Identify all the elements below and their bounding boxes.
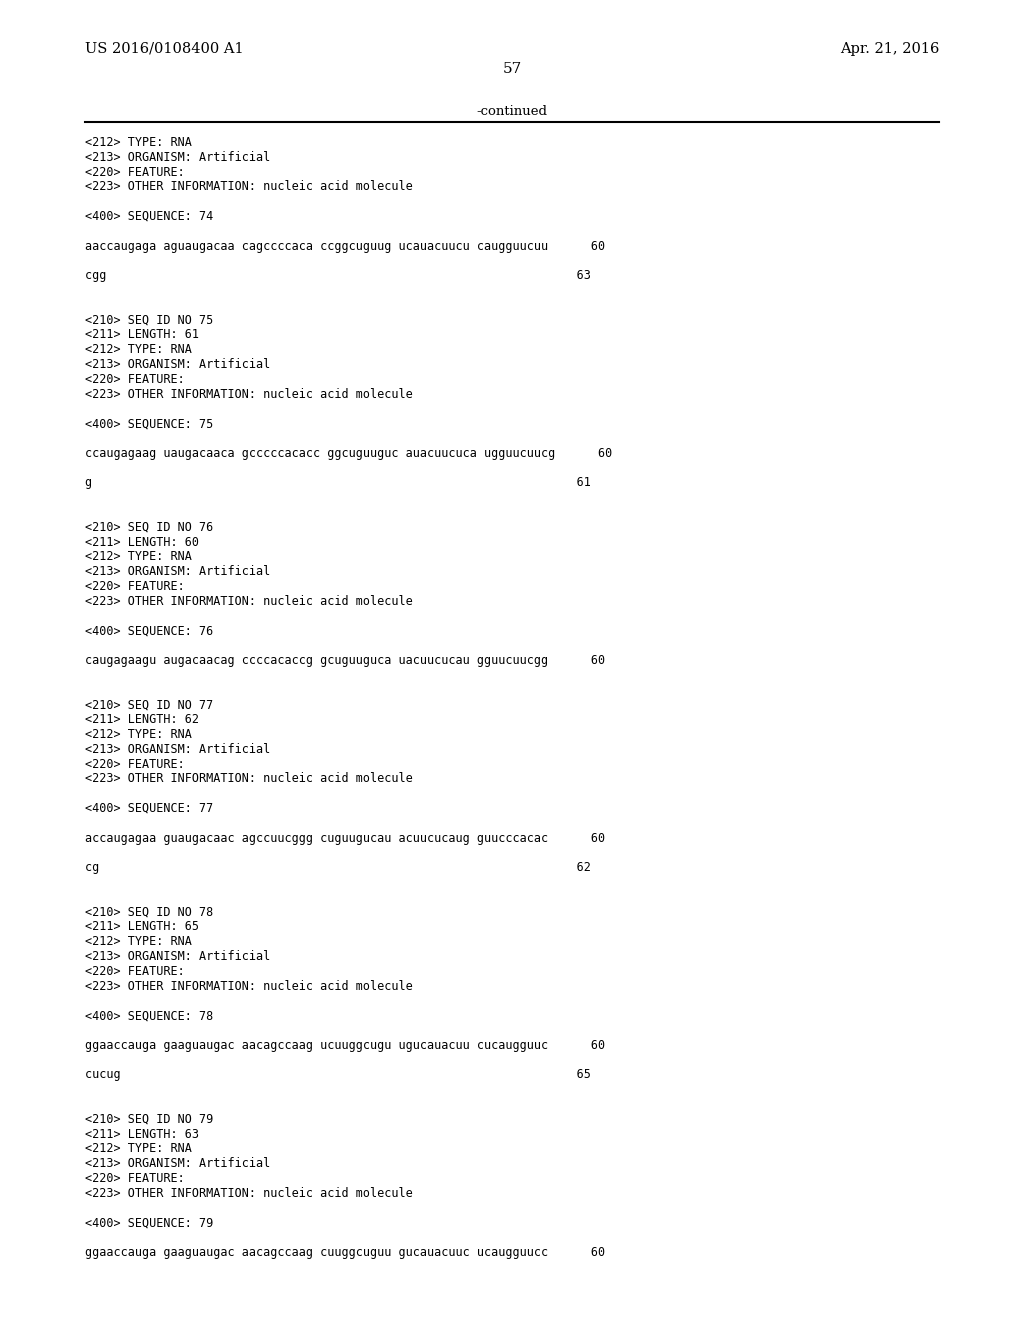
Text: accaugagaa guaugacaac agccuucggg cuguugucau acuucucaug guucccacac      60: accaugagaa guaugacaac agccuucggg cuguugu… (85, 832, 605, 845)
Text: 57: 57 (503, 62, 521, 77)
Text: g                                                                    61: g 61 (85, 477, 591, 490)
Text: cgg                                                                  63: cgg 63 (85, 269, 591, 282)
Text: <223> OTHER INFORMATION: nucleic acid molecule: <223> OTHER INFORMATION: nucleic acid mo… (85, 388, 413, 400)
Text: <400> SEQUENCE: 77: <400> SEQUENCE: 77 (85, 803, 213, 814)
Text: ccaugagaag uaugacaaca gcccccacacc ggcuguuguc auacuucuca ugguucuucg      60: ccaugagaag uaugacaaca gcccccacacc ggcugu… (85, 446, 612, 459)
Text: caugagaagu augacaacag ccccacaccg gcuguuguca uacuucucau gguucuucgg      60: caugagaagu augacaacag ccccacaccg gcuguug… (85, 653, 605, 667)
Text: <212> TYPE: RNA: <212> TYPE: RNA (85, 1142, 191, 1155)
Text: <210> SEQ ID NO 75: <210> SEQ ID NO 75 (85, 314, 213, 326)
Text: US 2016/0108400 A1: US 2016/0108400 A1 (85, 42, 244, 55)
Text: aaccaugaga aguaugacaa cagccccaca ccggcuguug ucauacuucu caugguucuu      60: aaccaugaga aguaugacaa cagccccaca ccggcug… (85, 240, 605, 252)
Text: <212> TYPE: RNA: <212> TYPE: RNA (85, 550, 191, 564)
Text: <220> FEATURE:: <220> FEATURE: (85, 165, 184, 178)
Text: <400> SEQUENCE: 78: <400> SEQUENCE: 78 (85, 1010, 213, 1022)
Text: <212> TYPE: RNA: <212> TYPE: RNA (85, 343, 191, 356)
Text: <213> ORGANISM: Artificial: <213> ORGANISM: Artificial (85, 358, 270, 371)
Text: cg                                                                   62: cg 62 (85, 861, 591, 874)
Text: <211> LENGTH: 63: <211> LENGTH: 63 (85, 1127, 199, 1140)
Text: <400> SEQUENCE: 74: <400> SEQUENCE: 74 (85, 210, 213, 223)
Text: <210> SEQ ID NO 79: <210> SEQ ID NO 79 (85, 1113, 213, 1126)
Text: <220> FEATURE:: <220> FEATURE: (85, 372, 184, 385)
Text: ggaaccauga gaaguaugac aacagccaag cuuggcuguu gucauacuuc ucaugguucc      60: ggaaccauga gaaguaugac aacagccaag cuuggcu… (85, 1246, 605, 1259)
Text: ggaaccauga gaaguaugac aacagccaag ucuuggcugu ugucauacuu cucaugguuc      60: ggaaccauga gaaguaugac aacagccaag ucuuggc… (85, 1039, 605, 1052)
Text: Apr. 21, 2016: Apr. 21, 2016 (840, 42, 939, 55)
Text: <212> TYPE: RNA: <212> TYPE: RNA (85, 935, 191, 948)
Text: <211> LENGTH: 60: <211> LENGTH: 60 (85, 536, 199, 549)
Text: <211> LENGTH: 65: <211> LENGTH: 65 (85, 920, 199, 933)
Text: <220> FEATURE:: <220> FEATURE: (85, 579, 184, 593)
Text: <213> ORGANISM: Artificial: <213> ORGANISM: Artificial (85, 950, 270, 964)
Text: <213> ORGANISM: Artificial: <213> ORGANISM: Artificial (85, 1158, 270, 1171)
Text: <223> OTHER INFORMATION: nucleic acid molecule: <223> OTHER INFORMATION: nucleic acid mo… (85, 979, 413, 993)
Text: <223> OTHER INFORMATION: nucleic acid molecule: <223> OTHER INFORMATION: nucleic acid mo… (85, 772, 413, 785)
Text: <220> FEATURE:: <220> FEATURE: (85, 758, 184, 771)
Text: <400> SEQUENCE: 75: <400> SEQUENCE: 75 (85, 417, 213, 430)
Text: <210> SEQ ID NO 76: <210> SEQ ID NO 76 (85, 521, 213, 533)
Text: <220> FEATURE:: <220> FEATURE: (85, 965, 184, 978)
Text: <212> TYPE: RNA: <212> TYPE: RNA (85, 729, 191, 741)
Text: <211> LENGTH: 61: <211> LENGTH: 61 (85, 329, 199, 342)
Text: cucug                                                                65: cucug 65 (85, 1068, 591, 1081)
Text: <210> SEQ ID NO 77: <210> SEQ ID NO 77 (85, 698, 213, 711)
Text: <213> ORGANISM: Artificial: <213> ORGANISM: Artificial (85, 743, 270, 756)
Text: <223> OTHER INFORMATION: nucleic acid molecule: <223> OTHER INFORMATION: nucleic acid mo… (85, 595, 413, 607)
Text: <400> SEQUENCE: 79: <400> SEQUENCE: 79 (85, 1217, 213, 1229)
Text: <220> FEATURE:: <220> FEATURE: (85, 1172, 184, 1185)
Text: <400> SEQUENCE: 76: <400> SEQUENCE: 76 (85, 624, 213, 638)
Text: <223> OTHER INFORMATION: nucleic acid molecule: <223> OTHER INFORMATION: nucleic acid mo… (85, 1187, 413, 1200)
Text: -continued: -continued (476, 106, 548, 117)
Text: <211> LENGTH: 62: <211> LENGTH: 62 (85, 713, 199, 726)
Text: <213> ORGANISM: Artificial: <213> ORGANISM: Artificial (85, 150, 270, 164)
Text: <212> TYPE: RNA: <212> TYPE: RNA (85, 136, 191, 149)
Text: <223> OTHER INFORMATION: nucleic acid molecule: <223> OTHER INFORMATION: nucleic acid mo… (85, 181, 413, 194)
Text: <210> SEQ ID NO 78: <210> SEQ ID NO 78 (85, 906, 213, 919)
Text: <213> ORGANISM: Artificial: <213> ORGANISM: Artificial (85, 565, 270, 578)
